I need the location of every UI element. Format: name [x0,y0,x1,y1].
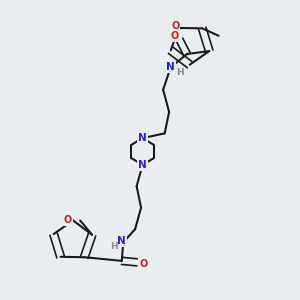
Text: N: N [166,62,175,72]
Text: H: H [176,68,183,77]
Text: H: H [110,242,118,251]
Text: N: N [138,160,147,170]
Text: N: N [117,236,126,246]
Text: N: N [138,133,147,143]
Text: O: O [64,215,72,225]
Text: O: O [170,31,178,41]
Text: O: O [171,21,180,32]
Text: O: O [139,259,147,269]
